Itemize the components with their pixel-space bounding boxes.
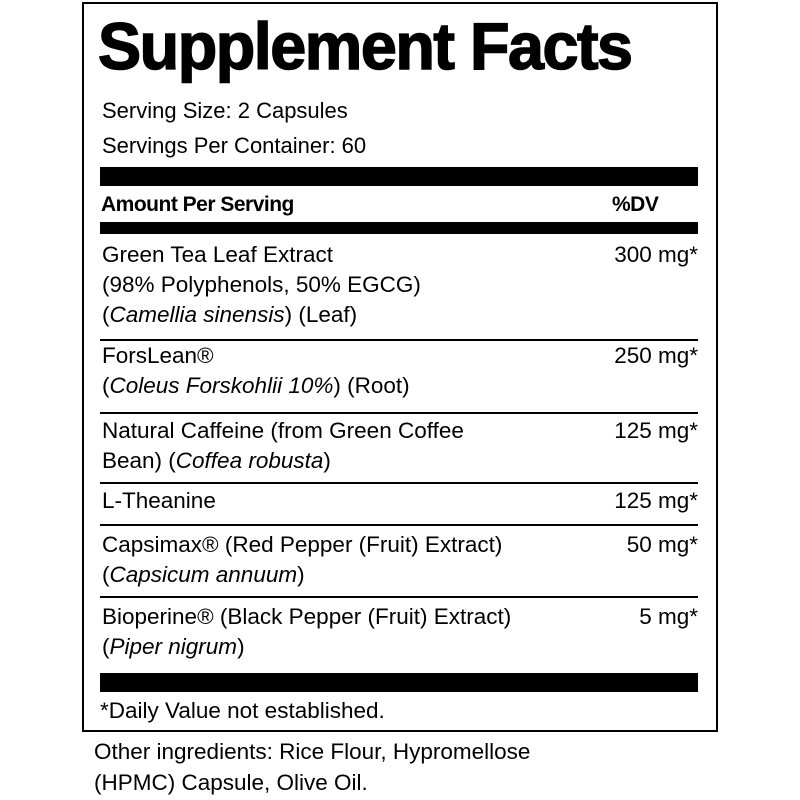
ingredient-name: Natural Caffeine (from Green Coffee Bean… [102,418,464,473]
ingredient-row: L-Theanine 125 mg* [100,486,698,526]
amount-per-serving-header: Amount Per Serving [101,193,294,216]
panel-title: Supplement Facts [97,8,634,84]
ingredient-amount: 125 mg* [614,488,698,513]
ingredient-amount: 5 mg* [639,604,698,629]
supplement-facts-panel [82,2,718,732]
ingredient-name: Capsimax® (Red Pepper (Fruit) Extract) (… [102,532,503,587]
ingredient-row: Capsimax® (Red Pepper (Fruit) Extract) (… [100,530,698,598]
servings-per-container: Servings Per Container: 60 [102,133,367,158]
thick-divider [100,673,698,692]
ingredient-amount: 50 mg* [626,532,698,557]
dv-header: %DV [612,193,659,216]
ingredient-amount: 300 mg* [614,242,698,267]
ingredient-row: Natural Caffeine (from Green Coffee Bean… [100,416,698,484]
ingredient-name: L-Theanine [102,488,216,513]
ingredient-amount: 250 mg* [614,343,698,368]
ingredient-name: Green Tea Leaf Extract (98% Polyphenols,… [102,242,421,327]
thick-divider [100,167,698,186]
other-ingredients: Other ingredients: Rice Flour, Hypromell… [94,739,531,795]
ingredient-row: Green Tea Leaf Extract (98% Polyphenols,… [100,240,698,341]
ingredient-name: Bioperine® (Black Pepper (Fruit) Extract… [102,604,512,659]
ingredient-row: Bioperine® (Black Pepper (Fruit) Extract… [100,602,698,670]
thick-divider [100,222,698,234]
footnote: *Daily Value not established. [100,698,385,723]
serving-size: Serving Size: 2 Capsules [102,98,348,123]
ingredient-row: ForsLean® (Coleus Forskohlii 10%) (Root)… [100,341,698,414]
ingredient-name: ForsLean® (Coleus Forskohlii 10%) (Root) [102,343,410,398]
ingredient-amount: 125 mg* [614,418,698,443]
